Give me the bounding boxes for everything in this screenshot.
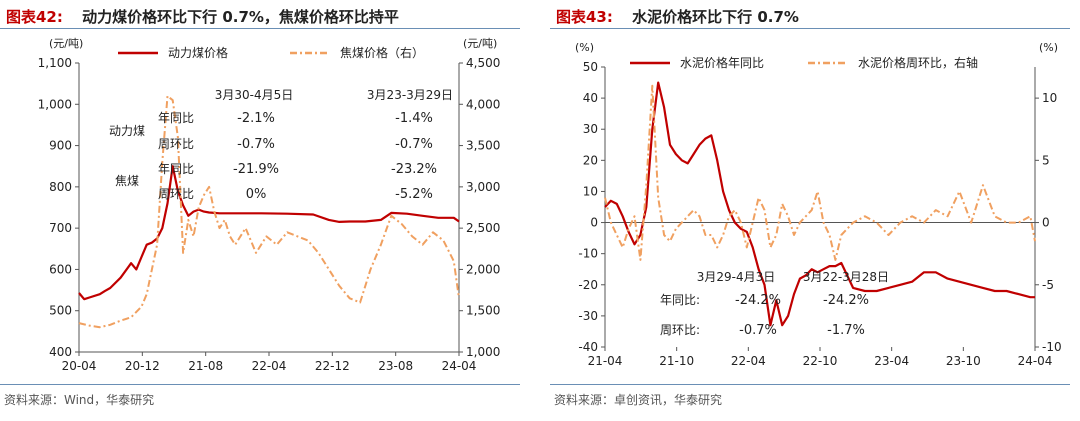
annotation-value-col2: -24.2% xyxy=(823,293,869,308)
legend-label-1: 动力煤价格 xyxy=(168,45,228,60)
x-tick-label: 21-08 xyxy=(188,359,223,373)
annotation-col2-head: 3月23-3月29日 xyxy=(367,88,453,102)
annotation-value-col2: -5.2% xyxy=(395,187,433,202)
legend-label-1: 水泥价格年同比 xyxy=(680,55,764,70)
x-tick-label: 23-10 xyxy=(946,354,981,368)
right-tick-label: 10 xyxy=(1042,91,1057,105)
left-tick-label: -10 xyxy=(578,247,598,261)
left-tick-label: 600 xyxy=(49,262,72,276)
series-line-1 xyxy=(604,81,1035,327)
x-tick-label: 22-04 xyxy=(252,359,287,373)
chart-source: 资料来源：卓创资讯，华泰研究 xyxy=(554,393,723,407)
x-tick-label: 23-04 xyxy=(874,354,909,368)
annotation-value-col2: -1.7% xyxy=(827,323,865,338)
x-tick-label: 20-04 xyxy=(62,359,97,373)
left-tick-label: 500 xyxy=(49,304,72,318)
coal-price-chart: (元/吨) (元/吨) 400 500 600 700 800 900 1,000 1,100 1,… xyxy=(38,37,501,373)
series-line-1 xyxy=(78,165,460,301)
annotation-value-col1: -0.7% xyxy=(237,137,275,152)
left-tick-label: 1,000 xyxy=(38,97,72,111)
right-tick-label: 1,500 xyxy=(466,304,500,318)
right-tick-label: 3,000 xyxy=(466,180,500,194)
left-tick-label: 1,100 xyxy=(38,56,72,70)
annotation-value-col1: -0.7% xyxy=(739,323,777,338)
legend-label-2: 水泥价格周环比，右轴 xyxy=(858,55,978,70)
left-tick-label: 400 xyxy=(49,345,72,359)
left-tick-label: 800 xyxy=(49,180,72,194)
legend-label-2: 焦煤价格（右） xyxy=(340,45,424,60)
left-axis-unit: (%) xyxy=(575,41,594,54)
annotation-group-label: 焦煤 xyxy=(115,174,139,188)
right-tick-label: 2,000 xyxy=(466,262,500,276)
annotation-value-col1: -24.2% xyxy=(735,293,781,308)
annotation-value-col1: 0% xyxy=(246,187,267,202)
chart-title: 图表42: 动力煤价格环比下行 0.7%，焦煤价格环比持平 xyxy=(6,6,399,27)
annotation-value-col1: -2.1% xyxy=(237,111,275,126)
right-tick-label: 1,000 xyxy=(466,345,500,359)
left-tick-label: -40 xyxy=(578,340,598,354)
annotation-group-label: 动力煤 xyxy=(109,124,145,138)
annotation-col1-head: 3月30-4月5日 xyxy=(215,88,294,102)
annotation-value-col1: -21.9% xyxy=(233,162,279,177)
title-rule xyxy=(0,28,520,29)
left-tick-label: 50 xyxy=(583,60,598,74)
series-line-2 xyxy=(78,95,460,329)
chart-title-text: 动力煤价格环比下行 0.7%，焦煤价格环比持平 xyxy=(82,8,399,26)
left-tick-label: 700 xyxy=(49,221,72,235)
annotation-row-label: 周环比 xyxy=(158,187,194,201)
chart-panel-coal: 图表42: 动力煤价格环比下行 0.7%，焦煤价格环比持平 (元/吨) (元/吨)… xyxy=(0,0,530,421)
chart-source: 资料来源：Wind，华泰研究 xyxy=(4,393,155,407)
x-tick-label: 24-04 xyxy=(442,359,477,373)
x-tick-label: 22-10 xyxy=(803,354,838,368)
left-tick-label: 10 xyxy=(583,184,598,198)
left-axis-unit: (元/吨) xyxy=(49,37,83,50)
right-tick-label: 3,500 xyxy=(466,139,500,153)
left-tick-label: 40 xyxy=(583,91,598,105)
annotation-row-label: 周环比 xyxy=(158,137,194,151)
series-line-2 xyxy=(604,84,1036,261)
right-tick-label: 2,500 xyxy=(466,221,500,235)
right-tick-label: 0 xyxy=(1042,216,1050,230)
x-tick-label: 21-04 xyxy=(588,354,623,368)
chart-title-label: 图表42: xyxy=(6,8,63,26)
x-tick-label: 23-08 xyxy=(378,359,413,373)
left-tick-label: -30 xyxy=(578,309,598,323)
right-axis-unit: (%) xyxy=(1039,41,1058,54)
title-rule xyxy=(550,28,1070,29)
x-tick-label: 22-04 xyxy=(731,354,766,368)
annotation-value-col2: -0.7% xyxy=(395,137,433,152)
source-rule xyxy=(0,384,520,385)
right-tick-label: -10 xyxy=(1042,340,1062,354)
left-tick-label: 0 xyxy=(590,216,598,230)
annotation-col2-head: 3月22-3月28日 xyxy=(803,270,889,284)
left-tick-label: -20 xyxy=(578,278,598,292)
chart-title: 图表43: 水泥价格环比下行 0.7% xyxy=(556,6,799,27)
right-tick-label: 4,000 xyxy=(466,97,500,111)
right-axis-unit: (元/吨) xyxy=(463,37,497,50)
chart-title-text: 水泥价格环比下行 0.7% xyxy=(632,8,799,26)
right-tick-label: 5 xyxy=(1042,153,1050,167)
chart-title-label: 图表43: xyxy=(556,8,613,26)
chart-panel-cement: 图表43: 水泥价格环比下行 0.7% (%) (%) -40 -30 -20 -10 0 1… xyxy=(550,0,1080,421)
left-tick-label: 900 xyxy=(49,139,72,153)
cement-price-chart: (%) (%) -40 -30 -20 -10 0 10 20 30 40 50 -10 -5 0 5 10 21… xyxy=(575,41,1062,368)
annotation-row-label: 年同比 xyxy=(158,162,194,176)
right-tick-label: 4,500 xyxy=(466,56,500,70)
annotation-row-label: 年同比: xyxy=(660,293,700,307)
x-tick-label: 20-12 xyxy=(125,359,160,373)
x-tick-label: 21-10 xyxy=(659,354,694,368)
source-rule xyxy=(550,384,1070,385)
left-tick-label: 20 xyxy=(583,153,598,167)
annotation-value-col2: -23.2% xyxy=(391,162,437,177)
x-tick-label: 24-04 xyxy=(1018,354,1053,368)
annotation-value-col2: -1.4% xyxy=(395,111,433,126)
annotation-row-label: 年同比 xyxy=(158,111,194,125)
annotation-row-label: 周环比: xyxy=(660,323,700,337)
x-tick-label: 22-12 xyxy=(315,359,350,373)
left-tick-label: 30 xyxy=(583,122,598,136)
annotation-col1-head: 3月29-4月3日 xyxy=(697,270,776,284)
right-tick-label: -5 xyxy=(1042,278,1054,292)
